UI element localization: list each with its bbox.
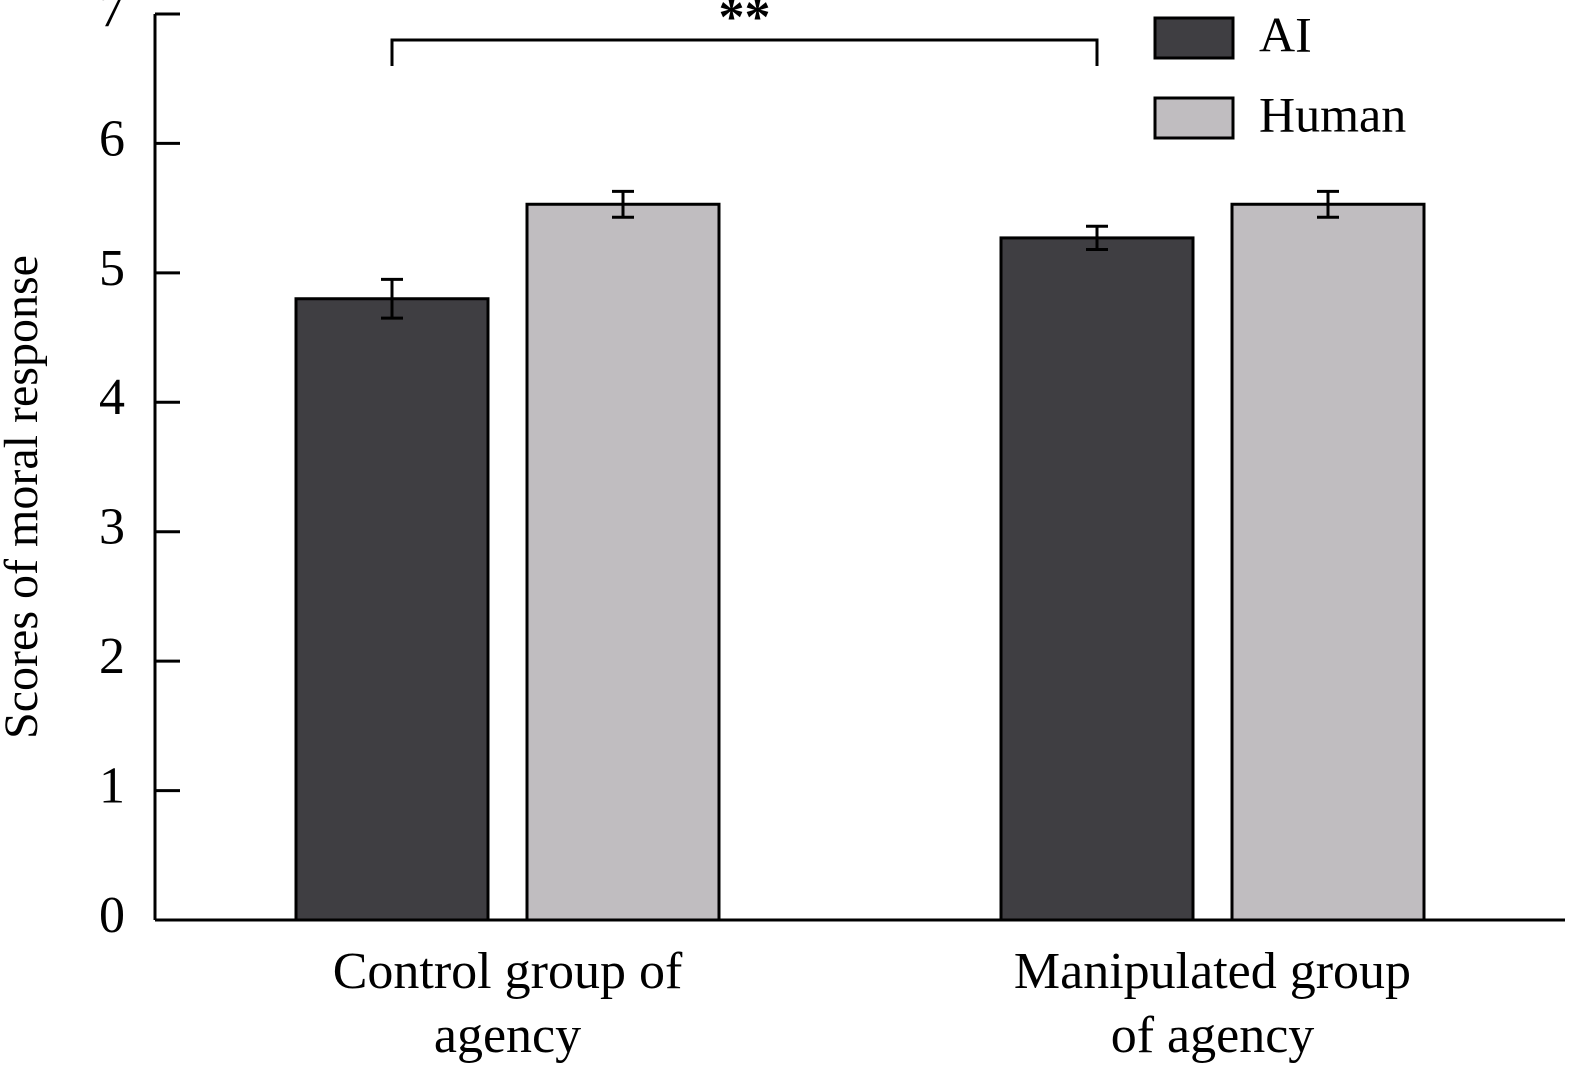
y-tick-label: 6 bbox=[99, 110, 125, 167]
significance-bracket bbox=[390, 38, 1099, 66]
y-tick-label: 3 bbox=[99, 499, 125, 556]
x-tick-label: Control group of agency bbox=[332, 943, 683, 1064]
error-bar bbox=[1317, 189, 1339, 219]
bar bbox=[294, 297, 490, 922]
y-tick-label: 1 bbox=[99, 758, 125, 815]
bar bbox=[1230, 202, 1426, 922]
y-tick-label: 5 bbox=[99, 240, 125, 297]
x-tick-label: Manipulated group of agency bbox=[1013, 943, 1412, 1064]
x-tick-label-box: Manipulated group of agency bbox=[1013, 943, 1412, 1064]
y-tick-label: 0 bbox=[99, 887, 125, 944]
error-bar bbox=[381, 277, 403, 320]
legend-label: AI bbox=[1259, 6, 1312, 62]
significance-label: ** bbox=[719, 0, 771, 46]
bar bbox=[999, 236, 1195, 922]
bar bbox=[525, 202, 721, 922]
legend-swatch bbox=[1153, 16, 1235, 60]
legend-swatch bbox=[1153, 96, 1235, 140]
y-tick-label: 7 bbox=[99, 0, 125, 38]
y-tick-label: 2 bbox=[99, 628, 125, 685]
legend-label: Human bbox=[1259, 86, 1406, 142]
y-tick-label: 4 bbox=[99, 369, 125, 426]
error-bar bbox=[612, 189, 634, 219]
x-tick-label-box: Control group of agency bbox=[332, 943, 683, 1064]
error-bar bbox=[1086, 224, 1108, 252]
y-axis-title: Scores of moral response bbox=[0, 255, 48, 739]
